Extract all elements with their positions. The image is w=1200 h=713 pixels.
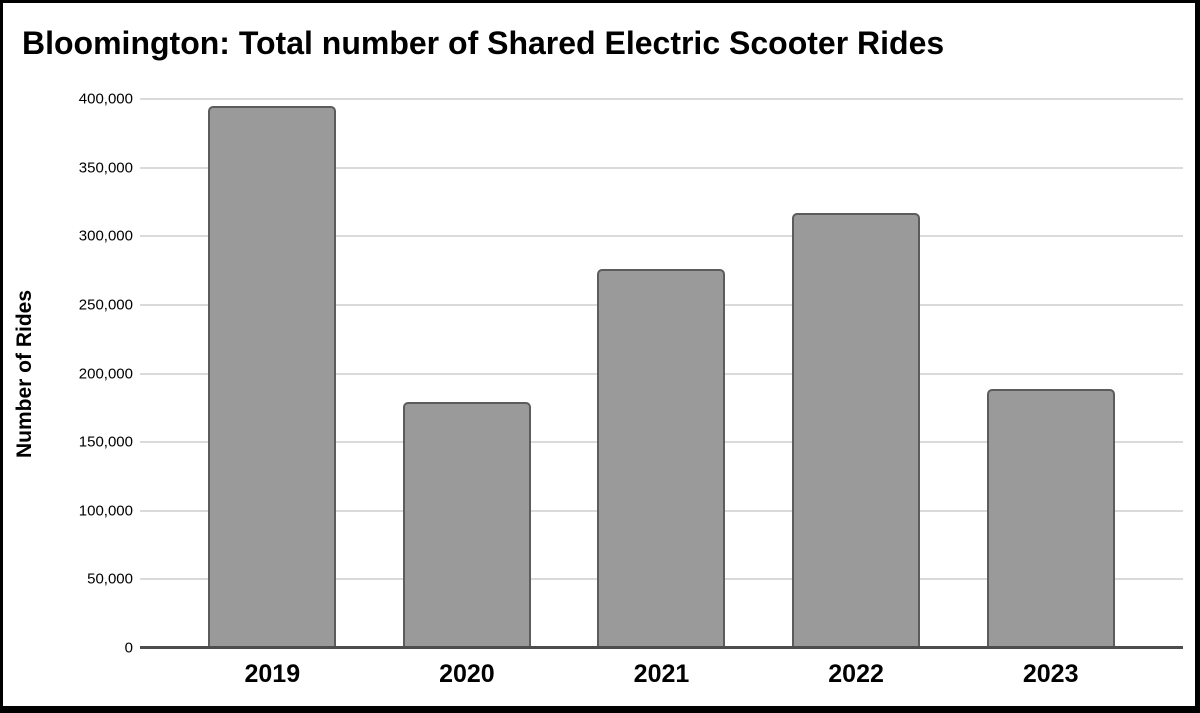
- bars-container: [140, 99, 1183, 648]
- chart-title: Bloomington: Total number of Shared Elec…: [22, 25, 945, 61]
- y-tick-label: 100,000: [78, 502, 133, 520]
- bar-2022: [792, 212, 921, 648]
- x-axis-line: [140, 646, 1183, 649]
- bar-2023: [986, 388, 1115, 648]
- x-axis-label-2021: 2021: [633, 660, 690, 688]
- bar-slot: [370, 99, 565, 648]
- y-tick-label: 250,000: [78, 296, 133, 314]
- bar-2019: [208, 105, 337, 648]
- y-tick-label: 200,000: [78, 365, 133, 382]
- x-axis-label-2020: 2020: [439, 660, 495, 688]
- bar-slot: [953, 99, 1148, 648]
- x-axis-label-2019: 2019: [244, 660, 301, 688]
- plot-area: [140, 98, 1183, 649]
- gridline: [140, 98, 1183, 100]
- x-axis-label-2023: 2023: [1022, 660, 1079, 688]
- bar-2020: [402, 402, 531, 648]
- y-tick-label: 150,000: [78, 433, 133, 451]
- y-tick-label: 350,000: [78, 159, 133, 177]
- y-tick-label: 300,000: [78, 227, 133, 245]
- bar-2021: [597, 269, 726, 648]
- bar-slot: [564, 99, 759, 648]
- y-tick-label: 400,000: [78, 90, 133, 108]
- y-axis-ticks: 0 50,000 100,000 150,000 200,000 250,000 300,0…: [3, 92, 133, 656]
- y-tick-label: 0: [124, 639, 133, 657]
- x-axis-label-2022: 2022: [828, 660, 884, 688]
- gridline: [140, 166, 1183, 169]
- bar-slot: [175, 99, 370, 648]
- x-axis-labels: 2019 2020 2021 2022 2023: [140, 659, 1183, 689]
- y-tick-label: 50,000: [87, 570, 133, 588]
- bar-slot: [759, 99, 954, 648]
- gridline: [140, 235, 1183, 238]
